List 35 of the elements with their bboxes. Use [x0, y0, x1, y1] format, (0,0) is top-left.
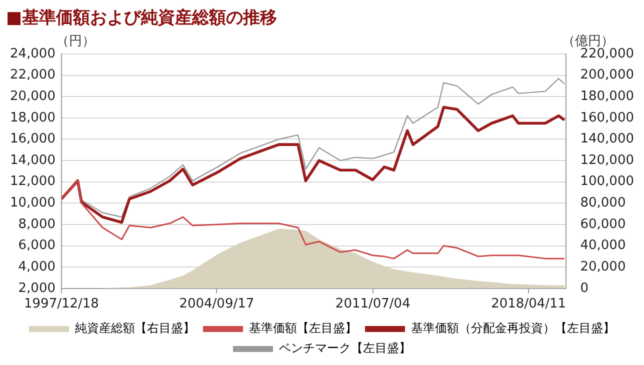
x-tick-label: 1997/12/18 [24, 296, 99, 312]
y2-tick-label: 0 [580, 280, 589, 296]
y-tick-label: 16,000 [10, 132, 56, 147]
y-tick-label: 14,000 [10, 152, 56, 168]
legend-label: ベンチマーク【左目盛】 [279, 341, 411, 356]
y-tick-label: 10,000 [10, 196, 56, 211]
legend-label: 基準価額【左目盛】 [249, 321, 357, 336]
y-axis-title: （円） [56, 34, 95, 49]
y-tick-label: 2,000 [18, 280, 56, 296]
y-tick-label: 20,000 [10, 88, 56, 104]
y2-axis-title: （億円） [562, 34, 614, 49]
y2-tick-label: 160,000 [580, 110, 634, 126]
x-tick-label: 2004/09/17 [179, 296, 254, 312]
legend-label: 基準価額（分配金再投資）【左目盛】 [411, 321, 615, 336]
y2-tick-label: 140,000 [580, 132, 634, 147]
y2-tick-label: 60,000 [580, 216, 626, 232]
y-tick-label: 4,000 [18, 259, 56, 274]
y-tick-label: 6,000 [18, 238, 56, 254]
y-tick-label: 22,000 [10, 68, 56, 83]
legend-label: 純資産総額【右目盛】 [75, 321, 195, 336]
x-tick-label: 2011/07/04 [335, 296, 410, 312]
y2-tick-label: 80,000 [580, 196, 626, 211]
y2-tick-label: 20,000 [580, 259, 626, 274]
y2-tick-label: 180,000 [580, 88, 634, 104]
y2-tick-label: 120,000 [580, 152, 634, 168]
chart-title: ■基準価額および純資産総額の推移 [5, 7, 278, 30]
y2-tick-label: 220,000 [580, 46, 634, 62]
y2-tick-label: 200,000 [580, 68, 634, 83]
y2-tick-label: 40,000 [580, 238, 626, 254]
x-tick-label: 2018/04/11 [491, 296, 566, 312]
y2-tick-label: 100,000 [580, 174, 634, 190]
y-tick-label: 12,000 [10, 174, 56, 190]
y-tick-label: 24,000 [10, 46, 56, 62]
y-tick-label: 18,000 [10, 110, 56, 126]
y-tick-label: 8,000 [18, 216, 56, 232]
